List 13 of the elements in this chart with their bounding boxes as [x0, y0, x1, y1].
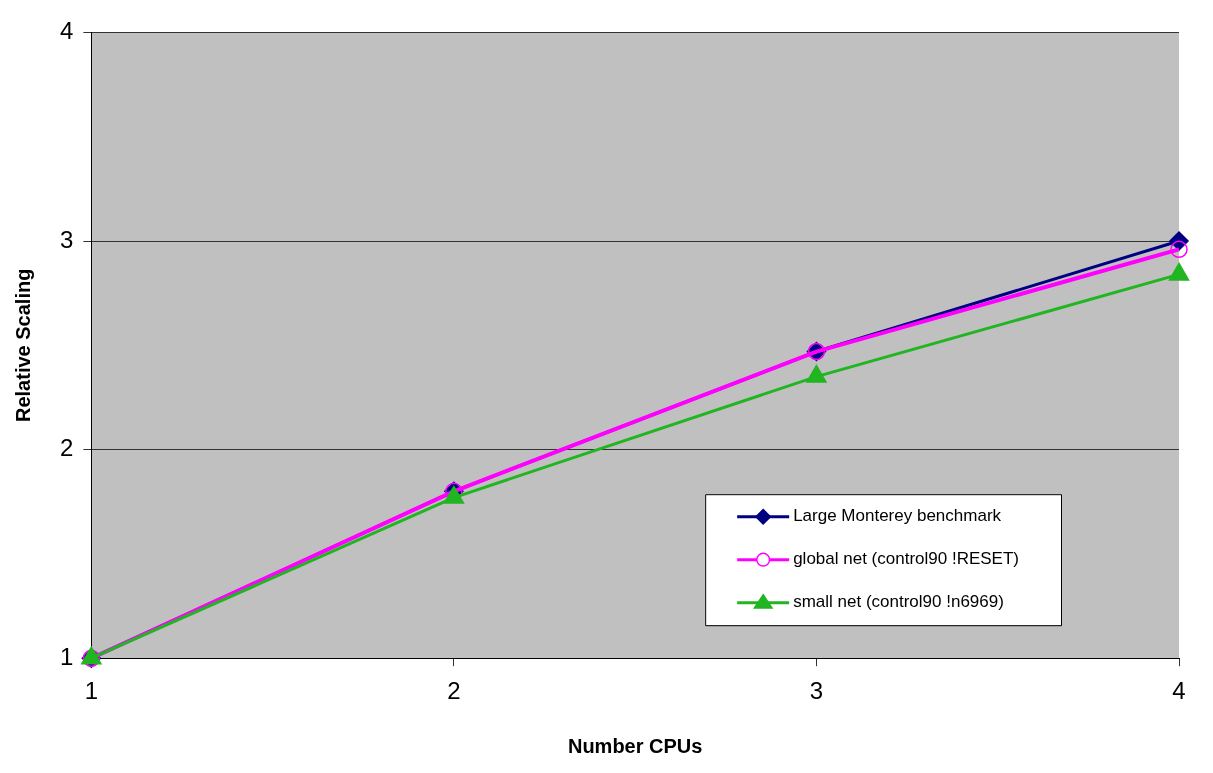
x-tick-label: 1 — [84, 677, 99, 705]
x-tick-label: 2 — [447, 677, 461, 705]
y-tick-label: 2 — [59, 434, 74, 462]
x-tick-label: 3 — [809, 677, 824, 705]
legend-label: small net (control90 !n6969) — [793, 592, 1004, 612]
legend-label: Large Monterey benchmark — [793, 506, 1002, 526]
x-tick-label: 4 — [1172, 677, 1186, 705]
y-tick-label: 4 — [59, 17, 74, 45]
y-tick-label: 1 — [59, 642, 74, 670]
x-axis-title: Number CPUs — [567, 734, 703, 757]
legend-label: global net (control90 !RESET) — [793, 549, 1020, 569]
y-tick-label: 3 — [59, 225, 74, 253]
y-axis-title: Relative Scaling — [11, 268, 34, 422]
